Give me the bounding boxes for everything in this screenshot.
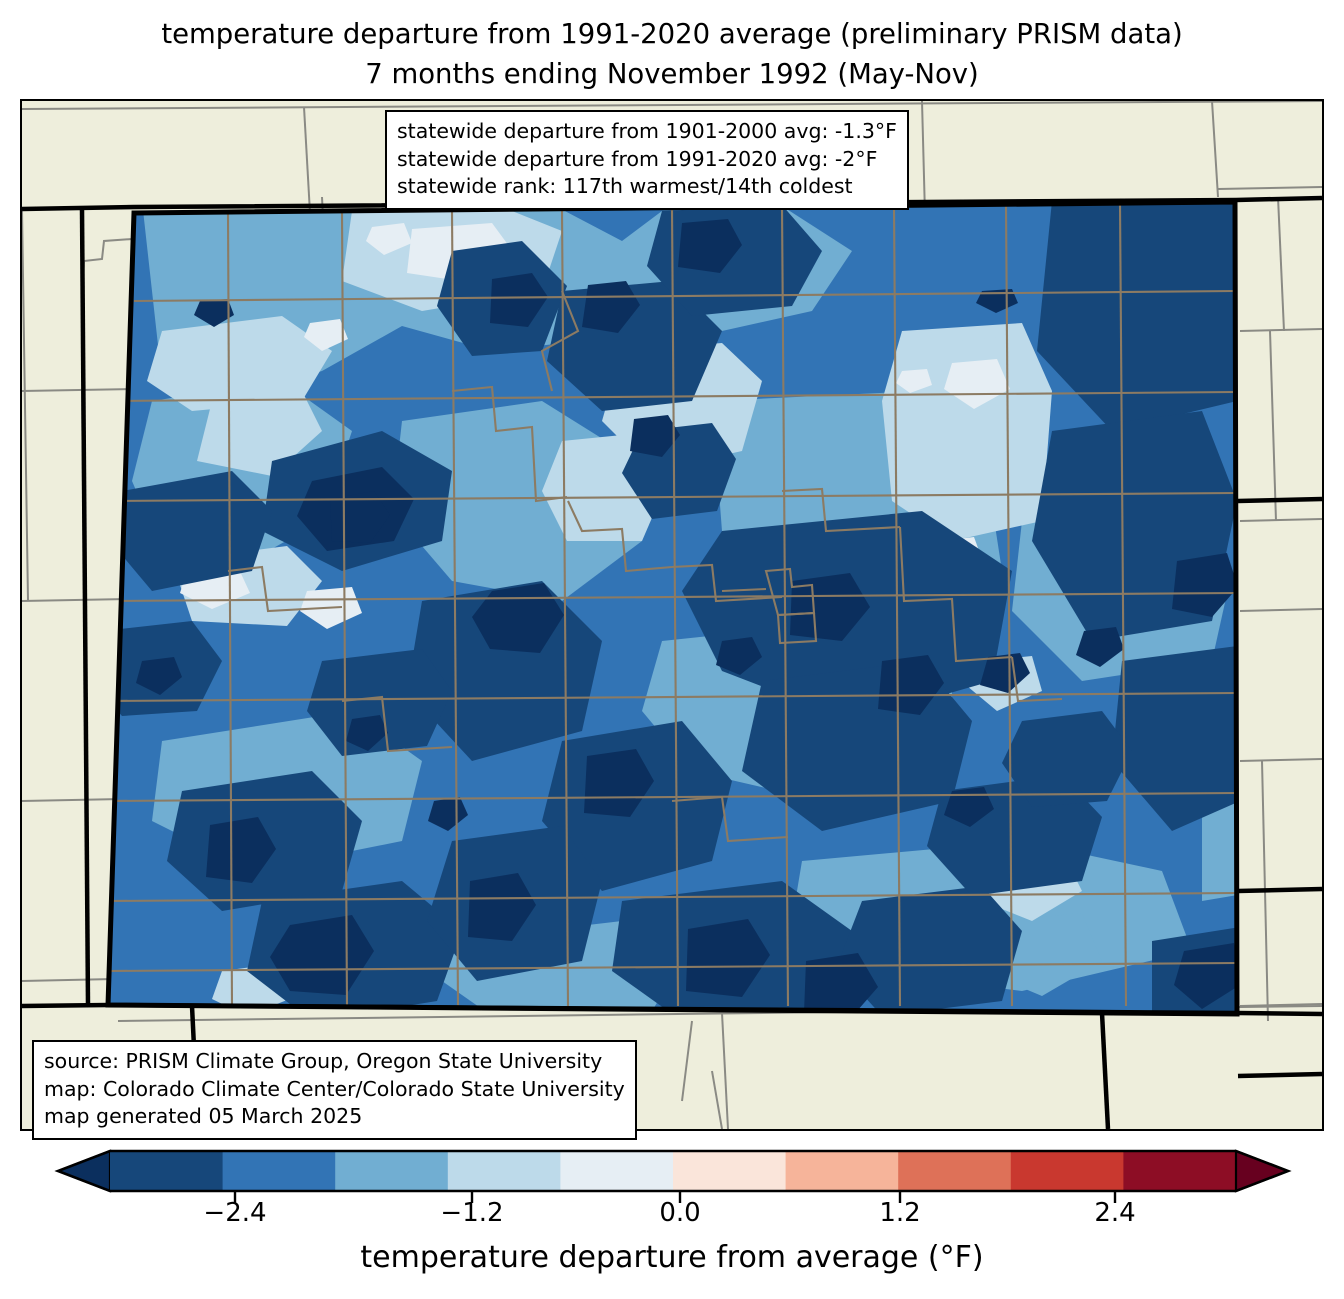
title-line-1: temperature departure from 1991-2020 ave… xyxy=(161,18,1183,50)
title-line-2: 7 months ending November 1992 (May-Nov) xyxy=(365,58,979,90)
colorbar-ticks xyxy=(233,1191,1117,1203)
colorbar-band xyxy=(673,1151,787,1191)
colorbar-band xyxy=(898,1151,1012,1191)
colorbar-under-arrow xyxy=(54,1149,112,1193)
stats-departure-1901-2000: statewide departure from 1901-2000 avg: … xyxy=(397,119,897,143)
colorbar-tick-label: 0.0 xyxy=(659,1198,701,1228)
colorbar-band xyxy=(447,1151,561,1191)
colorbar-tick-label: 1.2 xyxy=(879,1198,921,1228)
source-credits-box: source: PRISM Climate Group, Oregon Stat… xyxy=(32,1040,637,1140)
colorbar-tick-label: 2.4 xyxy=(1094,1198,1136,1228)
colorbar-bands xyxy=(54,1149,1292,1193)
colorbar-band xyxy=(222,1151,336,1191)
colorbar-band xyxy=(560,1151,674,1191)
colorbar-band xyxy=(335,1151,449,1191)
colorbar-band xyxy=(785,1151,899,1191)
colorbar-over-arrow xyxy=(1234,1149,1292,1193)
colorbar-band xyxy=(1010,1151,1124,1191)
neighbor-state-outlines xyxy=(22,195,1322,1129)
colorbar-tick-labels: −2.4 −1.2 0.0 1.2 2.4 xyxy=(0,1198,1344,1232)
source-line: source: PRISM Climate Group, Oregon Stat… xyxy=(44,1049,603,1073)
colorbar-svg xyxy=(54,1149,1292,1203)
colorbar-tick-label: −2.4 xyxy=(203,1198,267,1228)
colorado-temperature-map xyxy=(22,101,1322,1129)
colorbar-band xyxy=(110,1151,224,1191)
map-frame xyxy=(20,99,1324,1131)
page-title: temperature departure from 1991-2020 ave… xyxy=(0,14,1344,94)
map-author-line: map: Colorado Climate Center/Colorado St… xyxy=(44,1076,625,1101)
statewide-stats-box: statewide departure from 1901-2000 avg: … xyxy=(385,110,909,210)
colorbar xyxy=(0,1143,1344,1209)
colorbar-band xyxy=(1123,1151,1237,1191)
colorbar-axis-label: temperature departure from average (°F) xyxy=(360,1240,984,1275)
colorbar-outline xyxy=(54,1149,1292,1193)
stats-rank: statewide rank: 117th warmest/14th colde… xyxy=(397,174,853,198)
stats-departure-1991-2020: statewide departure from 1991-2020 avg: … xyxy=(397,146,878,171)
map-generated-line: map generated 05 March 2025 xyxy=(44,1104,363,1128)
colorado-county-lines xyxy=(108,202,1237,1007)
colorbar-tick-label: −1.2 xyxy=(440,1198,504,1228)
